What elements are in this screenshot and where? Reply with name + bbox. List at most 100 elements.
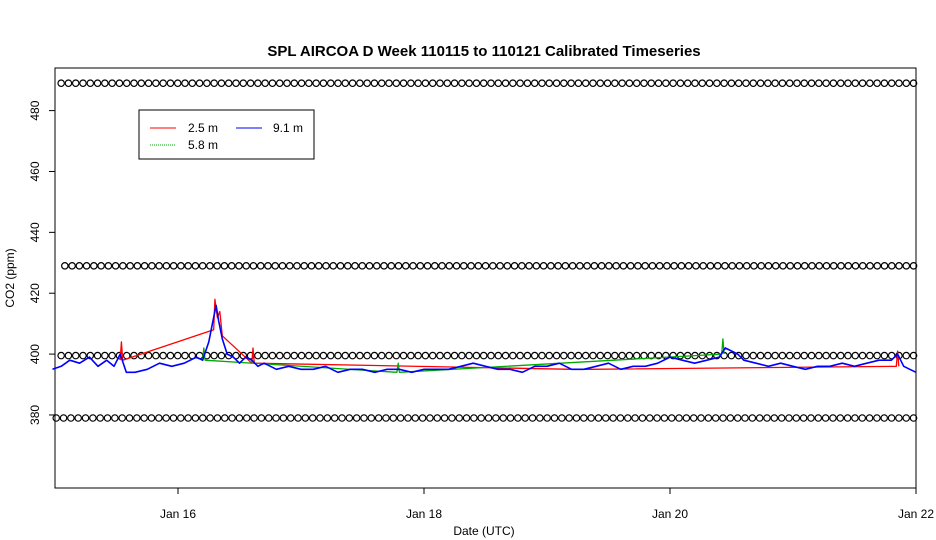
flag-marker-r1-2	[75, 262, 84, 270]
flag-marker-r0-93	[734, 79, 743, 88]
flag-marker-r1-96	[757, 262, 766, 270]
flag-marker-r0-34	[305, 79, 313, 88]
flag-marker-r3-40	[345, 414, 354, 422]
flag-marker-r2-30	[275, 351, 284, 360]
flag-marker-r1-8	[119, 262, 127, 270]
flag-marker-r3-35	[308, 414, 317, 422]
flag-marker-r0-89	[705, 79, 714, 88]
flag-marker-r1-58	[481, 262, 490, 270]
y-tick-label-4: 460	[28, 161, 42, 181]
flag-marker-r0-18	[188, 79, 197, 88]
flag-marker-r2-77	[618, 351, 626, 360]
flag-marker-r1-79	[634, 262, 642, 270]
flag-marker-r2-27	[254, 351, 262, 360]
flag-marker-r2-105	[822, 351, 830, 360]
flag-marker-r2-59	[487, 351, 495, 360]
flag-marker-r1-3	[82, 262, 91, 270]
flag-marker-r0-24	[232, 79, 240, 88]
flag-marker-r1-84	[670, 262, 678, 270]
legend: 2.5 m 5.8 m 9.1 m	[138, 109, 315, 160]
flag-marker-r0-116	[902, 79, 911, 88]
flag-marker-r1-6	[104, 262, 113, 270]
flag-marker-r2-110	[858, 351, 867, 360]
flag-marker-r0-82	[654, 79, 663, 88]
flag-marker-r1-74	[597, 262, 606, 270]
flag-marker-r3-93	[733, 414, 742, 422]
flag-marker-r3-32	[286, 414, 295, 422]
flag-marker-r1-30	[278, 262, 287, 270]
series-line-5-8-m	[201, 338, 725, 373]
flag-marker-r3-6	[96, 414, 104, 422]
flag-marker-r0-60	[494, 79, 503, 88]
flag-marker-r0-100	[785, 79, 794, 88]
flag-marker-r3-60	[492, 414, 500, 422]
flag-marker-r3-77	[616, 414, 625, 422]
flag-marker-r3-38	[330, 414, 339, 422]
flag-marker-r0-59	[487, 79, 495, 88]
flag-marker-r3-98	[770, 414, 779, 422]
flag-marker-r0-87	[691, 79, 699, 88]
flag-marker-r3-90	[711, 414, 720, 422]
flag-marker-r0-25	[239, 79, 248, 88]
flag-marker-r0-21	[210, 79, 218, 88]
flag-marker-r2-99	[778, 351, 787, 360]
flag-marker-r0-50	[421, 79, 430, 88]
flag-marker-r1-55	[460, 262, 468, 270]
flag-marker-r2-36	[319, 351, 328, 360]
flag-marker-r3-37	[323, 414, 332, 422]
flag-marker-r1-22	[220, 262, 229, 270]
flag-marker-r0-57	[472, 79, 481, 88]
flag-marker-r0-91	[720, 79, 728, 88]
flag-marker-r0-8	[115, 79, 124, 88]
flag-marker-r2-85	[676, 351, 685, 360]
flag-marker-r1-57	[474, 262, 483, 270]
flag-marker-r0-68	[552, 79, 561, 88]
flag-marker-r1-65	[532, 262, 541, 270]
flag-marker-r3-105	[821, 414, 830, 422]
flag-marker-r1-70	[568, 262, 577, 270]
flag-marker-r3-87	[689, 414, 698, 422]
flag-marker-r3-3	[74, 414, 83, 422]
flag-marker-r0-69	[560, 79, 568, 88]
flag-marker-r3-41	[352, 414, 361, 422]
flag-marker-r1-15	[169, 262, 178, 270]
flag-marker-r1-83	[663, 262, 671, 270]
flag-marker-r1-92	[728, 262, 736, 270]
flag-marker-r1-71	[576, 262, 584, 270]
flag-marker-r0-88	[698, 79, 707, 88]
flag-marker-r3-106	[829, 414, 837, 422]
flag-marker-r0-107	[836, 79, 845, 88]
flag-marker-r1-49	[416, 262, 425, 270]
flag-marker-r1-107	[837, 262, 845, 270]
flag-marker-r3-36	[316, 414, 324, 422]
flag-marker-r1-17	[184, 262, 192, 270]
flag-marker-r1-14	[162, 262, 171, 270]
flag-marker-r0-86	[683, 79, 692, 88]
flag-marker-r2-75	[603, 351, 612, 360]
flag-marker-r2-73	[589, 351, 597, 360]
flag-marker-r2-61	[501, 351, 510, 360]
y-tick-label-5: 480	[28, 100, 42, 120]
flag-marker-r2-58	[479, 351, 488, 360]
flag-marker-r3-113	[880, 414, 889, 422]
flag-marker-r2-74	[596, 351, 605, 360]
flag-marker-r0-112	[873, 79, 881, 88]
flag-marker-r1-106	[829, 262, 838, 270]
legend-label-5-8m: 5.8 m	[188, 138, 218, 152]
flag-marker-r3-43	[367, 414, 376, 422]
y-tick-label-1: 400	[28, 344, 42, 364]
flag-marker-r3-66	[536, 414, 544, 422]
flag-marker-r1-64	[525, 262, 533, 270]
flag-marker-r2-32	[290, 351, 299, 360]
flag-marker-r3-75	[601, 414, 610, 422]
flag-marker-r3-89	[704, 414, 713, 422]
flag-marker-r0-51	[428, 79, 437, 88]
flag-marker-r2-52	[436, 351, 444, 360]
x-axis-label: Date (UTC)	[453, 524, 514, 538]
flag-marker-r3-18	[184, 414, 192, 422]
flag-marker-r2-22	[217, 351, 226, 360]
flag-marker-r1-111	[866, 262, 874, 270]
flag-marker-r1-21	[213, 262, 221, 270]
chart-title: SPL AIRCOA D Week 110115 to 110121 Calib…	[267, 43, 700, 60]
